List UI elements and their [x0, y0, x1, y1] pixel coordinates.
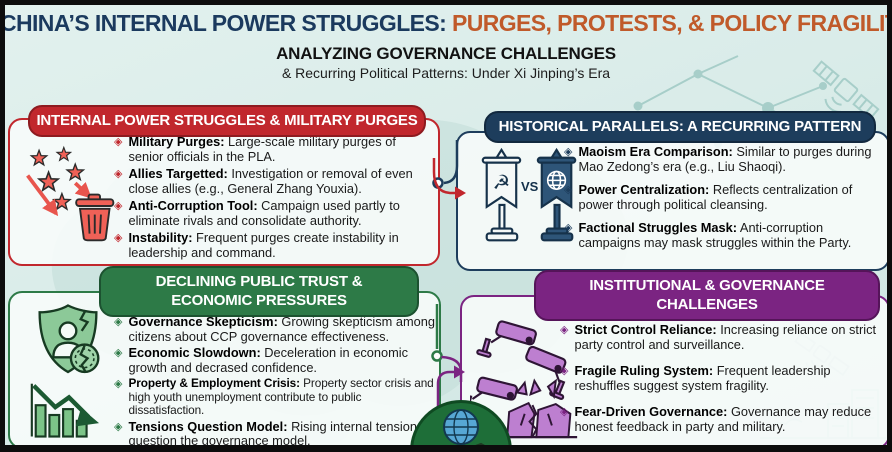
- header-line: ECONOMIC PRESSURES: [171, 291, 347, 309]
- diamond-bullet-icon: ◈: [560, 405, 569, 419]
- diamond-bullet-icon: ◈: [114, 231, 123, 245]
- diamond-bullet-icon: ◈: [564, 183, 573, 197]
- bullet-list: ◈ Governance Skepticism: Growing skeptici…: [114, 314, 440, 452]
- surveillance-crack-icon: [470, 305, 592, 441]
- header-line: INSTITUTIONAL & GOVERNANCE: [589, 276, 825, 294]
- diamond-bullet-icon: ◈: [564, 221, 573, 235]
- header-institutional-governance: INSTITUTIONAL & GOVERNANCE CHALLENGES: [534, 270, 880, 321]
- diamond-bullet-icon: ◈: [114, 135, 123, 148]
- list-item: ◈ Economic Slowdown: Deceleration in econ…: [114, 345, 408, 375]
- subtitle: ANALYZING GOVERNANCE CHALLENGES: [276, 44, 616, 63]
- title-accent-part: PURGES, PROTESTS, & POLICY FRAGILITY: [451, 10, 892, 36]
- quadrant-internal-power-struggles: ◈ Military Purges: Large-scale military p…: [8, 118, 440, 266]
- list-item: ◈ Military Purges: Large-scale military p…: [114, 134, 396, 164]
- diamond-bullet-icon: ◈: [114, 377, 123, 391]
- list-item: ◈ Power Centralization: Reflects centrali…: [564, 182, 853, 212]
- list-item: ◈ Property & Employment Crisis: Property …: [114, 376, 434, 418]
- list-item: ◈ Maoism Era Comparison: Similar to purge…: [564, 144, 872, 174]
- diamond-bullet-icon: ◈: [114, 315, 123, 328]
- list-item: ◈ Strict Control Reliance: Increasing rel…: [560, 322, 877, 352]
- list-item: ◈ Governance Skepticism: Growing skeptici…: [114, 314, 436, 344]
- list-item: ◈ Allies Targetted: Investigation or remo…: [114, 166, 413, 196]
- bullet-list: ◈ Military Purges: Large-scale military p…: [114, 134, 432, 264]
- header-line: CHALLENGES: [656, 295, 758, 313]
- header-line: HISTORICAL PARALLELS: A RECURRING PATTER…: [498, 117, 862, 135]
- list-item: ◈ Fear-Driven Governance: Governance may …: [560, 404, 872, 434]
- diamond-bullet-icon: ◈: [560, 323, 569, 336]
- title-dark-part: CHINA’S INTERNAL POWER STRUGGLES:: [0, 10, 447, 36]
- diamond-bullet-icon: ◈: [560, 364, 569, 378]
- bullet-list: ◈ Strict Control Reliance: Increasing rel…: [560, 322, 886, 437]
- falling-stars-trash-icon: [20, 140, 120, 252]
- list-item: ◈ Instability: Frequent purges create ins…: [114, 230, 399, 261]
- list-item: ◈ Factional Struggles Mask: Anti-corrupti…: [564, 220, 852, 250]
- bullet-list: ◈ Maoism Era Comparison: Similar to purge…: [564, 144, 884, 253]
- quadrant-historical-parallels: ☭ VS: [456, 131, 890, 271]
- banners-vs-icon: ☭ VS: [470, 145, 588, 257]
- cracked-shield-chart-icon: [24, 301, 112, 441]
- diamond-bullet-icon: ◈: [114, 346, 123, 360]
- diamond-bullet-icon: ◈: [114, 419, 123, 433]
- header: CHINA’S INTERNAL POWER STRUGGLES: PURGES…: [0, 10, 892, 81]
- quadrant-declining-public-trust: ◈ Governance Skepticism: Growing skeptici…: [8, 291, 441, 449]
- list-item: ◈ Tensions Question Model: Rising interna…: [114, 418, 424, 449]
- header-declining-public-trust: DECLINING PUBLIC TRUST & ECONOMIC PRESSU…: [99, 266, 419, 317]
- list-item: ◈ Anti-Corruption Tool: Campaign used par…: [114, 198, 400, 228]
- subtitle-secondary: & Recurring Political Patterns: Under Xi…: [281, 65, 611, 81]
- header-internal-power-struggles: INTERNAL POWER STRUGGLES & MILITARY PURG…: [28, 105, 426, 137]
- diamond-bullet-icon: ◈: [114, 167, 123, 181]
- vs-label: VS: [521, 179, 539, 194]
- page-title: CHINA’S INTERNAL POWER STRUGGLES: PURGES…: [0, 10, 892, 37]
- header-historical-parallels: HISTORICAL PARALLELS: A RECURRING PATTER…: [484, 111, 876, 143]
- header-line: INTERNAL POWER STRUGGLES & MILITARY PURG…: [36, 111, 418, 129]
- list-item: ◈ Fragile Ruling System: Frequent leaders…: [560, 363, 831, 393]
- diamond-bullet-icon: ◈: [564, 145, 573, 158]
- svg-text:☭: ☭: [493, 171, 511, 194]
- header-line: DECLINING PUBLIC TRUST &: [155, 272, 363, 290]
- diamond-bullet-icon: ◈: [114, 199, 123, 213]
